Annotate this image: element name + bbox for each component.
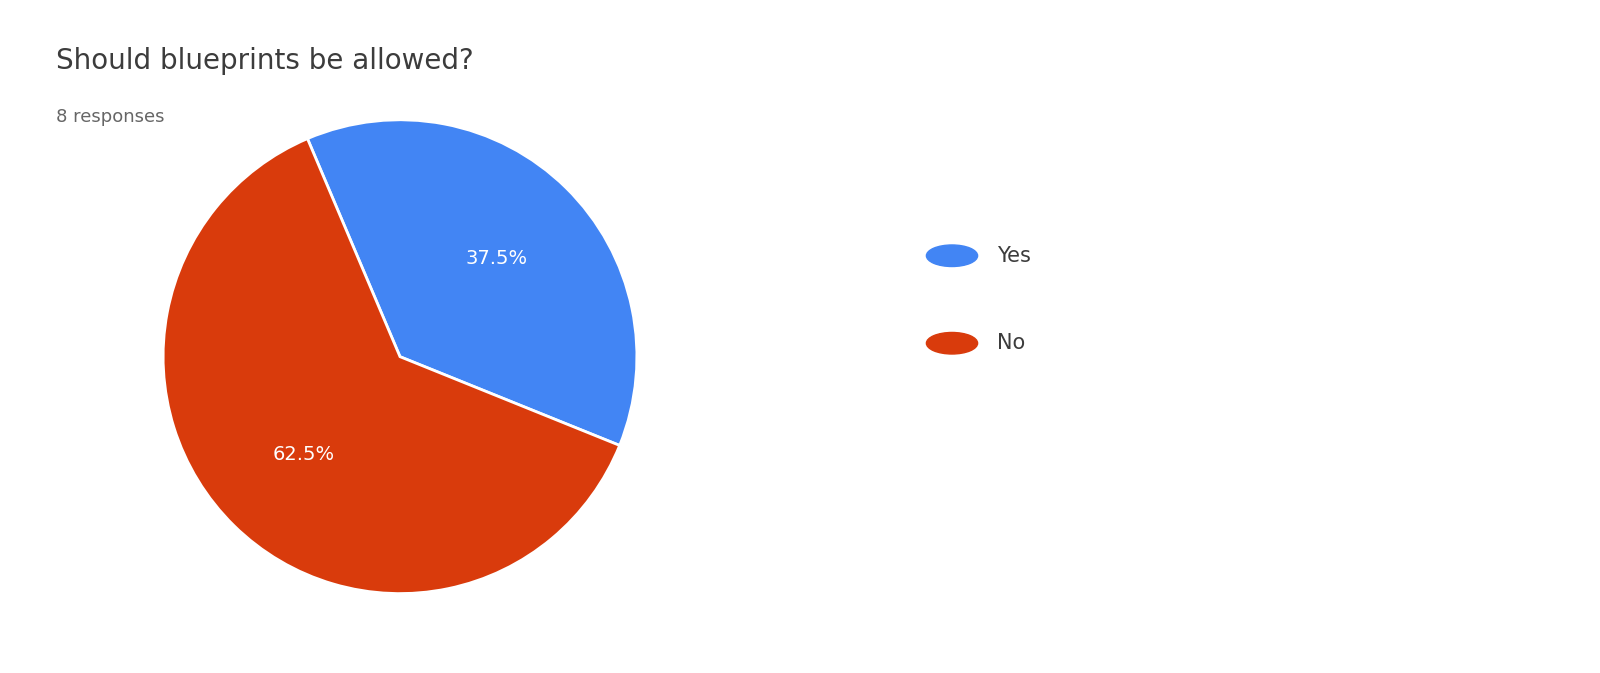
Text: Should blueprints be allowed?: Should blueprints be allowed? [56, 47, 474, 75]
Text: 62.5%: 62.5% [272, 446, 334, 464]
Text: No: No [997, 333, 1026, 353]
Text: Yes: Yes [997, 246, 1030, 266]
Wedge shape [163, 139, 619, 594]
Text: 37.5%: 37.5% [466, 249, 528, 268]
Text: 8 responses: 8 responses [56, 108, 165, 126]
Wedge shape [307, 120, 637, 446]
